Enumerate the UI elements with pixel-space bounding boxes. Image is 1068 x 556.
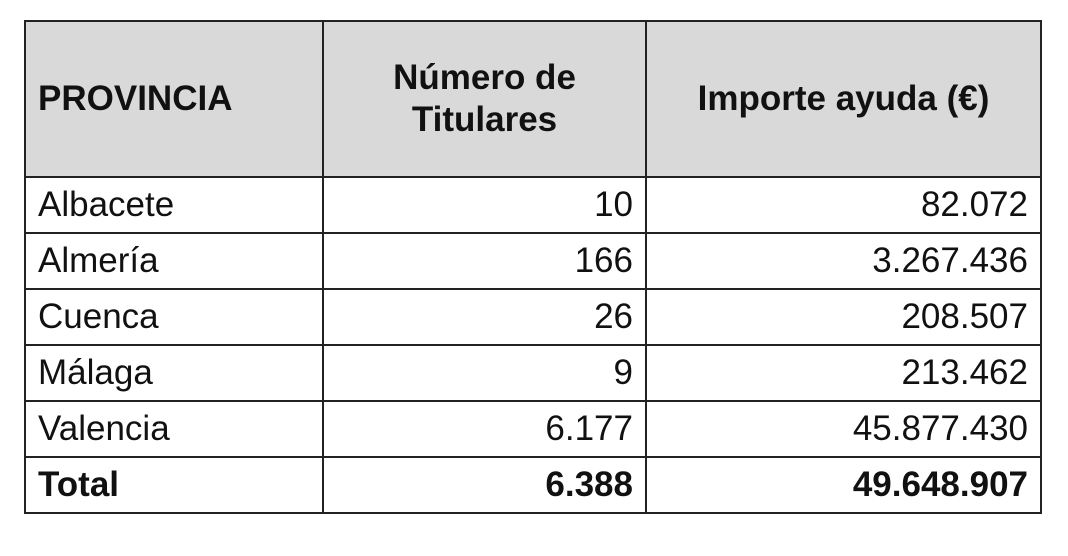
data-row: Málaga 9 213.462 [24,344,1042,402]
table-body: Albacete 10 82.072 Almería 166 3.267.436 Cuenc… [24,176,1042,514]
province-cell: Valencia [24,400,324,458]
province-cell: Albacete [24,176,324,234]
number-cell: 10 [322,176,647,234]
province-cell: Málaga [24,344,324,402]
number-cell: 45.877.430 [645,400,1042,458]
data-table: PROVINCIA Número de Titulares Importe ay… [24,20,1042,514]
header-cell: Importe ayuda (€) [645,20,1042,178]
number-cell: 9 [322,344,647,402]
header-cell: PROVINCIA [24,20,324,178]
total-row: Total 6.388 49.648.907 [24,456,1042,514]
province-cell: Total [24,456,324,514]
number-cell: 82.072 [645,176,1042,234]
number-cell: 3.267.436 [645,232,1042,290]
number-cell: 26 [322,288,647,346]
data-row: Valencia 6.177 45.877.430 [24,400,1042,458]
number-cell: 6.388 [322,456,647,514]
number-cell: 49.648.907 [645,456,1042,514]
province-cell: Almería [24,232,324,290]
number-cell: 213.462 [645,344,1042,402]
data-row: Almería 166 3.267.436 [24,232,1042,290]
number-cell: 166 [322,232,647,290]
number-cell: 208.507 [645,288,1042,346]
header-row: PROVINCIA Número de Titulares Importe ay… [24,20,1042,178]
data-row: Cuenca 26 208.507 [24,288,1042,346]
data-row: Albacete 10 82.072 [24,176,1042,234]
number-cell: 6.177 [322,400,647,458]
province-cell: Cuenca [24,288,324,346]
header-cell: Número de Titulares [322,20,647,178]
